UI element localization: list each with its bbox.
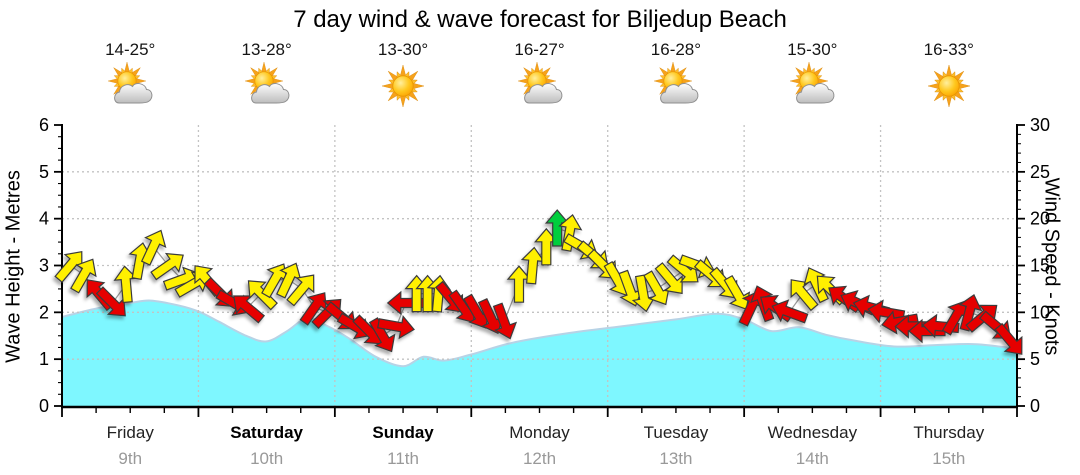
wind-axis-tick-label: 20 xyxy=(1030,209,1050,229)
wave-axis-tick-label: 4 xyxy=(39,209,49,229)
wind-arrow-yellow xyxy=(803,267,829,304)
cloud-glyph xyxy=(796,83,835,104)
day-name-label: Saturday xyxy=(230,423,303,442)
day-temperature-range: 16-33° xyxy=(923,40,974,59)
wind-arrow-red xyxy=(994,322,1023,355)
sunny-icon xyxy=(382,64,425,108)
partly-cloudy-icon xyxy=(108,62,153,104)
page-title: 7 day wind & wave forecast for Biljedup … xyxy=(293,6,787,33)
day-temperature-range: 16-28° xyxy=(650,40,702,59)
wind-axis-tick-label: 5 xyxy=(1030,349,1040,369)
wave-axis-tick-label: 5 xyxy=(39,162,49,182)
wind-arrow-red xyxy=(492,302,518,340)
wind-axis-tick-label: 15 xyxy=(1030,256,1050,276)
partly-cloudy-icon xyxy=(244,62,290,104)
day-date-label: 13th xyxy=(659,449,692,468)
wave-axis-tick-label: 1 xyxy=(39,349,49,369)
cloud-glyph xyxy=(114,83,153,104)
wind-arrow-yellow xyxy=(247,280,278,311)
partly-cloudy-icon xyxy=(653,62,699,104)
wind-arrow-red xyxy=(958,294,983,332)
day-temperature-range: 14-25° xyxy=(105,40,156,59)
axes: 0 1 2 3 4 5 6 0 5 10 15 20 25 30 xyxy=(39,115,1050,417)
partly-cloudy-icon xyxy=(790,62,835,104)
day-name-label: Sunday xyxy=(372,423,434,442)
wind-axis-tick-label: 25 xyxy=(1030,162,1050,182)
day-temperature-range: 13-28° xyxy=(241,40,292,59)
day-name-label: Thursday xyxy=(913,423,984,442)
wind-arrow-yellow xyxy=(70,258,97,294)
sun-glyph xyxy=(927,64,970,108)
wind-arrow-yellow xyxy=(654,262,683,295)
wind-arrow-red xyxy=(377,315,415,340)
wind-arrow-yellow xyxy=(723,274,751,310)
day-temperature-range: 13-30° xyxy=(377,40,429,59)
wind-arrow-yellow xyxy=(140,229,167,266)
day-name-label: Tuesday xyxy=(644,423,709,442)
wind-arrows xyxy=(54,209,1023,355)
day-date-label: 11th xyxy=(387,449,419,468)
wind-arrow-yellow xyxy=(150,252,184,281)
day-date-label: 12th xyxy=(523,449,556,468)
day-date-label: 14th xyxy=(796,449,829,468)
forecast-day-column: 13-28° xyxy=(207,40,327,117)
wind-arrow-yellow xyxy=(286,274,315,307)
forecast-day-column: 15-30° xyxy=(752,40,872,117)
gridlines xyxy=(62,125,1017,406)
wave-height-area xyxy=(61,299,1018,406)
forecast-day-column: 14-25° xyxy=(70,40,190,117)
day-date-label: 15th xyxy=(932,449,965,468)
partly-cloudy-icon xyxy=(517,62,562,104)
wind-axis-tick-label: 10 xyxy=(1030,302,1050,322)
wind-axis-tick-label: 0 xyxy=(1030,396,1040,416)
wave-axis-tick-label: 2 xyxy=(39,302,49,322)
forecast-day-column: 13-30° xyxy=(343,40,463,117)
day-name-label: Friday xyxy=(107,423,155,442)
sun-glyph xyxy=(382,64,425,108)
forecast-day-column: 16-28° xyxy=(616,40,736,117)
day-name-label: Monday xyxy=(509,423,570,442)
forecast-day-column: 16-27° xyxy=(480,40,600,117)
wave-axis-tick-label: 3 xyxy=(39,256,49,276)
wind-arrow-red xyxy=(771,299,809,324)
day-name-label: Wednesday xyxy=(768,423,858,442)
cloud-glyph xyxy=(659,83,699,104)
day-date-label: 9th xyxy=(118,449,142,468)
wind-arrow-red xyxy=(867,299,906,324)
wave-axis-tick-label: 0 xyxy=(39,396,49,416)
wind-arrow-red xyxy=(368,317,396,353)
wind-arrow-yellow xyxy=(506,265,532,303)
cloud-glyph xyxy=(523,83,562,104)
wave-axis-tick-label: 6 xyxy=(39,115,49,135)
forecast-day-column: 16-33° xyxy=(889,40,1009,117)
sunny-icon xyxy=(927,64,970,108)
day-date-label: 10th xyxy=(250,449,283,468)
day-temperature-range: 15-30° xyxy=(787,40,838,59)
cloud-glyph xyxy=(250,83,290,104)
day-temperature-range: 16-27° xyxy=(514,40,565,59)
day-labels: Friday 9th Saturday 10th Sunday 11th Monday 12t… xyxy=(107,423,985,468)
wind-axis-tick-label: 30 xyxy=(1030,115,1050,135)
